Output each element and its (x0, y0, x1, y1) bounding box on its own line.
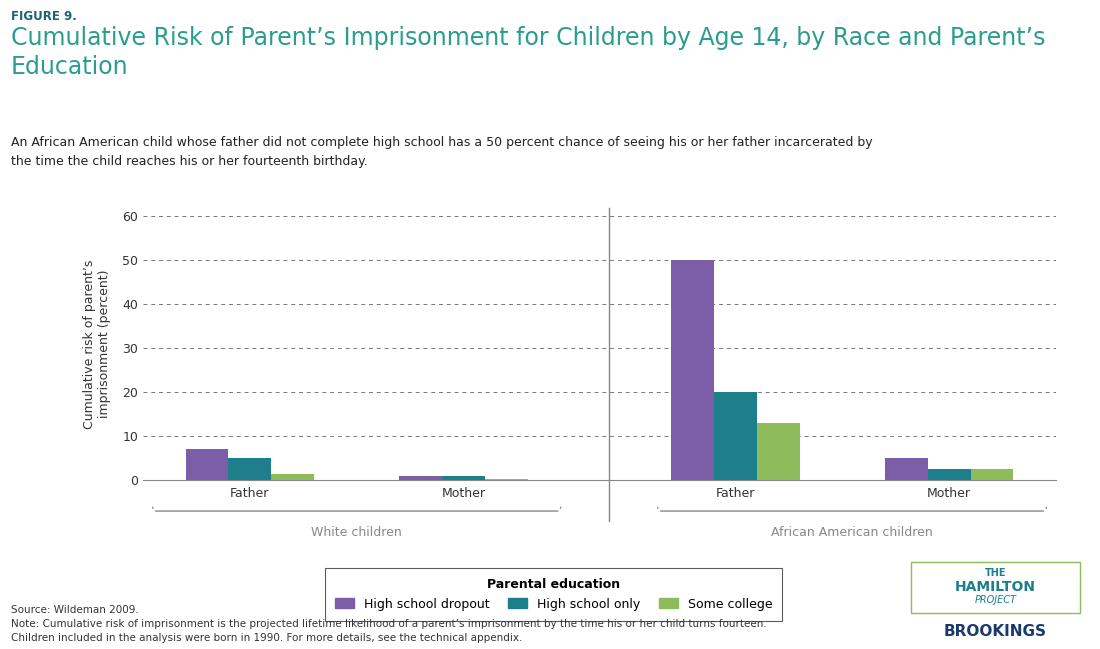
Text: FIGURE 9.: FIGURE 9. (11, 10, 77, 23)
Text: Source: Wildeman 2009.
Note: Cumulative risk of imprisonment is the projected li: Source: Wildeman 2009. Note: Cumulative … (11, 606, 767, 643)
Bar (970, 469, 1013, 480)
Text: BROOKINGS: BROOKINGS (944, 624, 1047, 639)
Bar (485, 478, 528, 480)
Bar (186, 450, 229, 480)
Text: White children: White children (311, 526, 403, 539)
Bar (671, 260, 714, 480)
Bar (757, 423, 800, 480)
Y-axis label: Cumulative risk of parent’s
imprisonment (percent): Cumulative risk of parent’s imprisonment… (82, 260, 111, 428)
Text: Cumulative Risk of Parent’s Imprisonment for Children by Age 14, by Race and Par: Cumulative Risk of Parent’s Imprisonment… (11, 26, 1045, 79)
Text: An African American child whose father did not complete high school has a 50 per: An African American child whose father d… (11, 136, 872, 168)
Text: HAMILTON: HAMILTON (955, 580, 1036, 594)
Bar (272, 474, 313, 480)
Bar (714, 393, 757, 480)
Text: African American children: African American children (771, 526, 933, 539)
Bar (927, 469, 970, 480)
Legend: High school dropout, High school only, Some college: High school dropout, High school only, S… (326, 569, 782, 620)
Text: PROJECT: PROJECT (975, 595, 1016, 606)
Text: THE: THE (984, 569, 1006, 578)
Bar (442, 476, 485, 480)
Bar (229, 458, 272, 480)
Bar (886, 458, 927, 480)
Bar (399, 476, 442, 480)
